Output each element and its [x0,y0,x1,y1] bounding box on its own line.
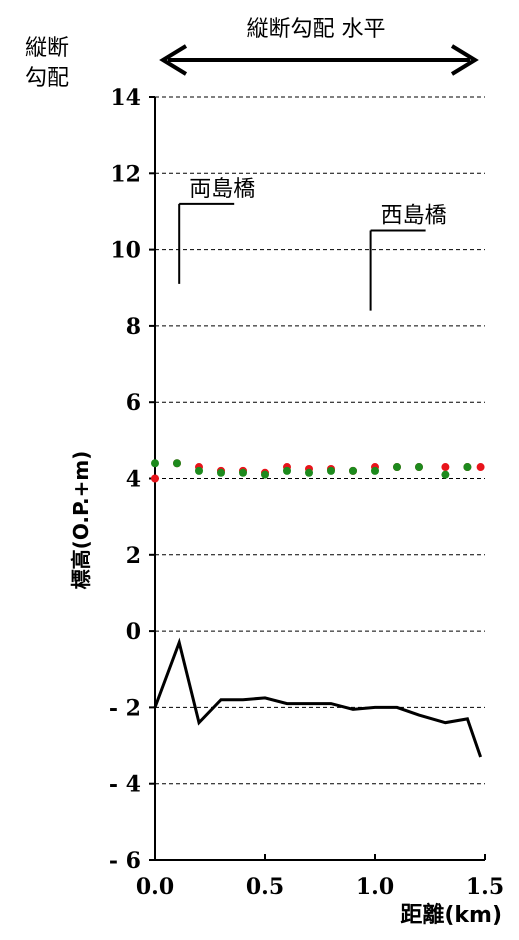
y-axis-label: 標高(O.P.+m) [69,451,93,590]
gradient-label-line2: 勾配 [25,66,69,91]
y-tick-label: - 4 [109,772,141,798]
annotation-label: 西島橋 [381,204,447,229]
riverbed-line [153,637,483,758]
series-green-points [151,459,472,479]
x-tick-label: 0.5 [246,874,284,900]
gradient-label-line1: 縦断 [25,36,69,61]
red-data-point [151,474,159,483]
green-data-point [393,463,401,472]
y-tick-label: 6 [126,390,141,416]
green-data-point [349,466,357,475]
y-tick-label: 0 [126,619,141,645]
green-data-point [217,468,225,477]
bridge-annotation: 西島橋 [369,204,447,311]
y-tick-label: 8 [126,314,141,340]
x-tick-label: 1.5 [466,874,504,900]
gridlines [155,96,485,785]
green-data-point [371,466,379,475]
y-tick-label: 10 [110,238,141,264]
series-line [153,637,483,758]
green-data-point [441,470,450,479]
y-tick-label: 2 [126,543,141,569]
green-data-point [327,466,335,475]
y-tick-label: - 2 [109,695,141,721]
horizontal-double-arrow [159,44,479,76]
green-data-point [151,459,159,468]
green-data-point [463,463,472,472]
y-tick-label: - 6 [109,848,141,874]
green-data-point [305,468,313,477]
y-tick-label: 4 [126,467,141,493]
y-tick-label: 14 [110,85,141,111]
bridge-annotation: 両島橋 [178,177,255,284]
green-data-point [239,468,247,477]
red-data-point [441,463,450,472]
green-data-point [261,470,269,479]
x-tick-labels: 0.0 0.5 1.0 1.5 [136,854,504,900]
chart-title: 縦断勾配 水平 [247,17,386,42]
green-data-point [283,466,291,475]
annotation-label: 両島橋 [189,177,255,202]
x-axis-label: 距離(km) [400,902,502,928]
green-data-point [195,466,203,475]
x-tick-label: 1.0 [356,874,394,900]
x-tick-label: 0.0 [136,874,174,900]
y-tick-label: 12 [110,161,141,187]
green-data-point [415,463,423,472]
y-tick-labels: 14 12 10 8 6 4 2 0 - 2 - 4 - 6 [109,85,155,874]
green-data-point [173,459,181,468]
red-data-point [476,463,485,472]
